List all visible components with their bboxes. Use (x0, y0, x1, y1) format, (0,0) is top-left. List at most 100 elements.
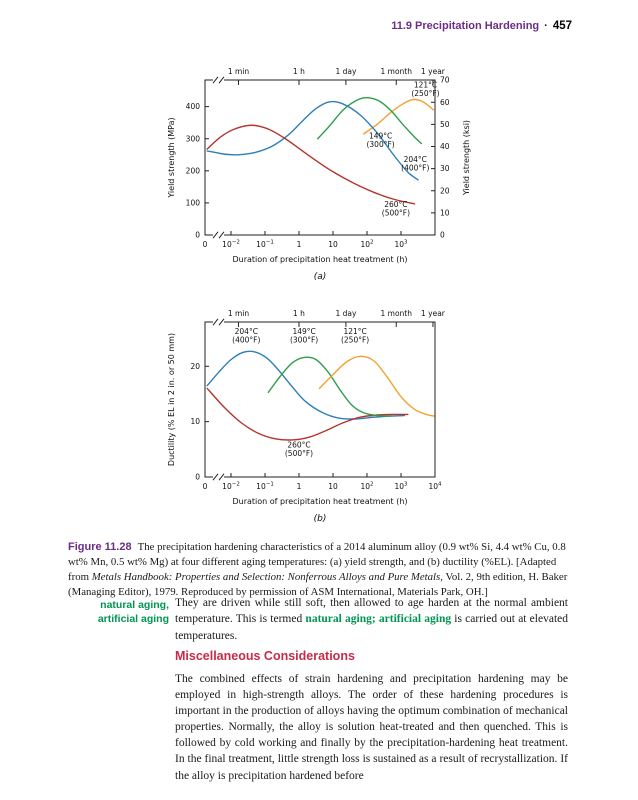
figure-caption-source-prefix: [Adapted from (68, 556, 557, 584)
svg-text:10: 10 (190, 417, 200, 426)
svg-text:70: 70 (440, 76, 450, 85)
top-time-axis: 1 min 1 h 1 day 1 month 1 year (228, 67, 446, 85)
svg-text:Yield strength (MPa): Yield strength (MPa) (167, 117, 176, 198)
paragraph-text: is carried out at elevated temperatures. (175, 613, 568, 642)
svg-text:0: 0 (195, 231, 200, 240)
figure-caption-text: The precipitation hardening characterist… (68, 541, 566, 569)
svg-text:121°C: 121°C (414, 80, 437, 89)
svg-text:102: 102 (360, 240, 373, 250)
svg-text:260°C: 260°C (287, 441, 310, 450)
header-separator: · (544, 20, 548, 32)
curve-260c (206, 387, 409, 441)
svg-text:20: 20 (190, 362, 200, 371)
series-curves (206, 350, 435, 441)
svg-text:Ductility (% EL in 2 in. or 50: Ductility (% EL in 2 in. or 50 mm) (167, 333, 176, 466)
body-paragraph-miscellaneous: The combined effects of strain hardening… (175, 673, 568, 782)
svg-text:50: 50 (440, 120, 450, 129)
paragraph-text: They are driven while still soft, then a… (175, 597, 568, 626)
svg-text:104: 104 (428, 482, 442, 492)
curve-204c (206, 100, 419, 181)
svg-text:1 month: 1 month (380, 309, 412, 318)
svg-text:60: 60 (440, 98, 450, 107)
svg-text:0: 0 (195, 473, 200, 482)
svg-text:1 month: 1 month (380, 67, 412, 76)
svg-text:103: 103 (394, 482, 408, 492)
svg-text:102: 102 (360, 482, 373, 492)
svg-text:(400°F): (400°F) (232, 336, 260, 345)
curve-260c (206, 124, 416, 205)
figure-part-label: (a) (314, 272, 327, 282)
svg-text:10: 10 (328, 240, 338, 249)
svg-text:1 h: 1 h (293, 309, 305, 318)
svg-text:(250°F): (250°F) (411, 89, 439, 98)
curve-labels: 121°C(250°F) 149°C(300°F) 204°C(400°F) 260°… (366, 80, 439, 217)
svg-text:1 h: 1 h (293, 67, 305, 76)
svg-text:1 year: 1 year (421, 309, 446, 318)
svg-text:(400°F): (400°F) (401, 163, 429, 172)
curve-labels: 204°C(400°F) 149°C(300°F) 121°C(250°F) 260°… (232, 327, 369, 458)
svg-text:40: 40 (440, 142, 450, 151)
svg-text:300: 300 (186, 134, 201, 143)
svg-text:20: 20 (440, 186, 450, 195)
plot-frame (204, 321, 436, 478)
axis-break-marks (212, 76, 225, 239)
svg-text:(500°F): (500°F) (382, 208, 410, 217)
svg-text:10: 10 (328, 482, 338, 491)
figure-caption-label: Figure 11.28 (68, 541, 132, 553)
margin-term-line2: artificial aging (97, 613, 169, 626)
svg-text:0: 0 (203, 482, 208, 491)
svg-text:204°C: 204°C (404, 155, 427, 164)
curve-204c (206, 350, 406, 420)
svg-text:1 year: 1 year (421, 67, 446, 76)
margin-term-line1: natural aging, (100, 599, 169, 611)
figure-caption-source-title: Metals Handbook: Properties and Selectio… (91, 571, 443, 584)
page-number: 457 (552, 20, 572, 32)
figure-caption: Figure 11.28 The precipitation hardening … (68, 540, 572, 600)
svg-text:(300°F): (300°F) (366, 140, 394, 149)
y-axis: 0 10 20 Ductility (% EL in 2 in. or 50 mm) (167, 333, 209, 482)
svg-text:149°C: 149°C (292, 327, 315, 336)
running-head: 11.9 Precipitation Hardening · 457 (391, 20, 572, 32)
svg-text:260°C: 260°C (384, 200, 407, 209)
y-axis: 0 100 200 300 400 Yield strength (MPa) (167, 102, 209, 240)
plot-frame (204, 79, 436, 236)
chart-yield-strength: 0 100 200 300 400 Yield strength (MPa) 0 10 20 30… (167, 67, 471, 282)
svg-text:0: 0 (203, 240, 208, 249)
svg-text:1 day: 1 day (335, 67, 357, 76)
svg-text:10−2: 10−2 (222, 482, 240, 492)
svg-text:400: 400 (186, 102, 201, 111)
figure-part-label: (b) (314, 514, 327, 524)
svg-text:(250°F): (250°F) (341, 336, 369, 345)
y2-axis: 0 10 20 30 40 50 60 70 Yield strength (ksi) (431, 76, 471, 240)
svg-text:204°C: 204°C (235, 327, 258, 336)
subsection-heading: Miscellaneous Considerations (175, 649, 355, 663)
svg-text:30: 30 (440, 164, 450, 173)
curve-121c (362, 98, 434, 135)
figure-caption-source-suffix: Vol. 2, 9th edition, H. Baker (Managing … (68, 571, 568, 598)
curve-149c (267, 356, 392, 417)
highlighted-terms: natural aging; artificial aging (305, 613, 452, 626)
svg-text:1: 1 (297, 482, 302, 491)
body-paragraph-aging: They are driven while still soft, then a… (175, 595, 568, 644)
curve-149c (317, 96, 423, 145)
series-curves (206, 96, 434, 205)
svg-text:121°C: 121°C (343, 327, 366, 336)
svg-text:10−1: 10−1 (256, 240, 274, 250)
top-time-axis: 1 min 1 h 1 day 1 month 1 year (228, 309, 446, 327)
svg-text:Yield strength (ksi): Yield strength (ksi) (462, 120, 471, 196)
x-axis: 0 10−2 10−1 1 10 102 103 104 Duration of precipi… (203, 473, 442, 506)
svg-text:10: 10 (440, 208, 450, 217)
margin-term-note: natural aging, artificial aging (55, 598, 169, 626)
svg-text:10−2: 10−2 (222, 240, 240, 250)
axis-break-marks (212, 318, 225, 481)
svg-text:Duration of precipitation heat: Duration of precipitation heat treatment… (232, 255, 407, 264)
curve-121c (318, 355, 435, 417)
x-axis: 0 10−2 10−1 1 10 102 103 Duration of precipitat… (203, 231, 408, 264)
section-heading: 11.9 Precipitation Hardening (391, 20, 540, 32)
svg-text:200: 200 (186, 166, 201, 175)
svg-text:10−1: 10−1 (256, 482, 274, 492)
svg-text:103: 103 (394, 240, 408, 250)
svg-text:100: 100 (186, 199, 201, 208)
svg-text:Duration of precipitation heat: Duration of precipitation heat treatment… (232, 497, 407, 506)
